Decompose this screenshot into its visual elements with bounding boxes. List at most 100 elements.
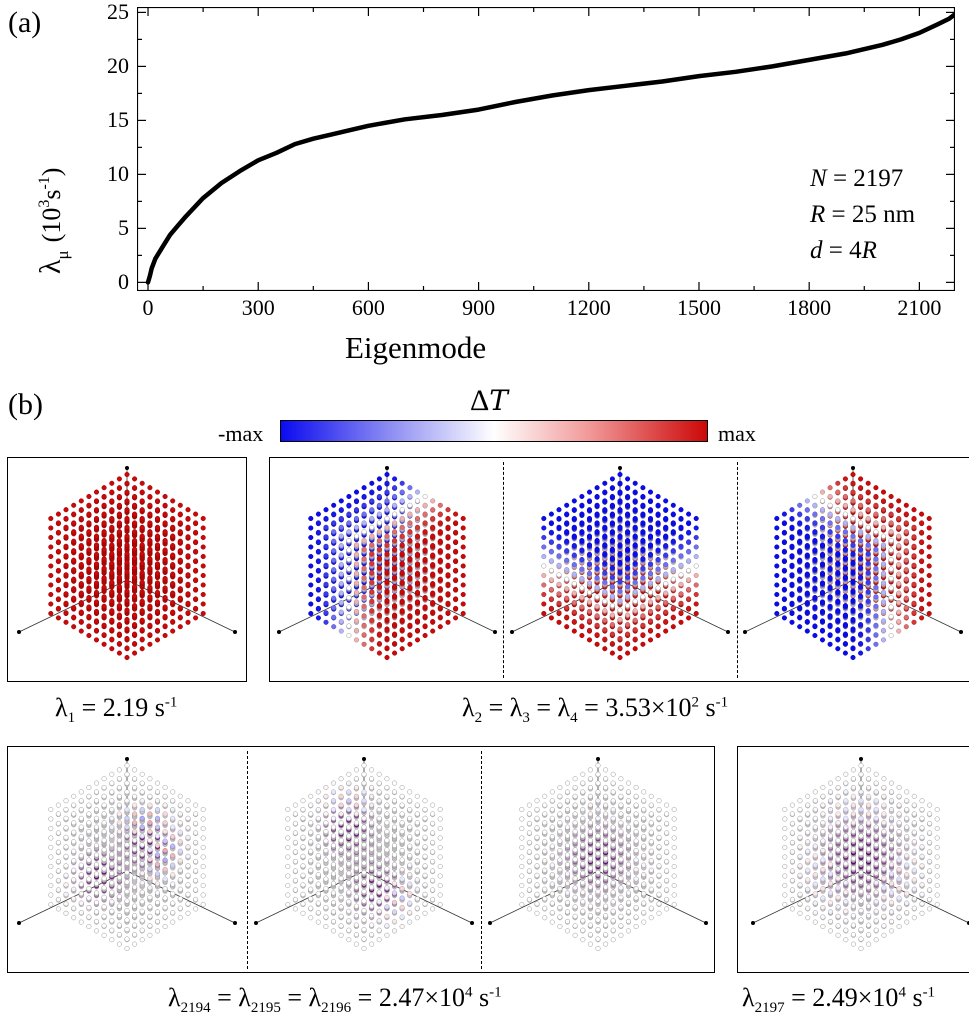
dipole-point [678, 600, 684, 606]
dipole-point [437, 557, 443, 563]
dipole-point [71, 520, 77, 526]
dipole-point [548, 605, 554, 611]
dipole-point [147, 622, 153, 628]
dipole-point [384, 489, 390, 495]
y-tick-label: 25 [107, 0, 129, 25]
dipole-point [338, 590, 344, 596]
dipole-point [170, 619, 176, 625]
dipole-point [154, 561, 161, 567]
dipole-point [63, 600, 69, 606]
dipole-point [594, 546, 600, 552]
dipole-point [78, 628, 84, 634]
dipole-point [361, 556, 367, 562]
colorbar-min-label: -max [218, 421, 264, 446]
dipole-point [109, 589, 115, 595]
dipole-point [392, 537, 398, 544]
dipole-point [858, 511, 864, 517]
dipole-point [422, 632, 428, 639]
dipole-point [147, 537, 153, 544]
dipole-point [48, 572, 54, 579]
dipole-point [63, 562, 69, 568]
dipole-point [86, 502, 92, 508]
dipole-point [369, 480, 375, 486]
ylabel-exp: 3 [36, 200, 53, 208]
dipole-point [640, 622, 646, 628]
dipole-point [571, 628, 577, 634]
dipole-point [640, 502, 646, 508]
dipole-point [541, 553, 547, 560]
dipole-point [308, 553, 314, 560]
dipole-point [579, 493, 585, 500]
ylabel-close: ) [37, 168, 66, 177]
dipole-point [78, 609, 84, 615]
dipole-point [888, 520, 894, 526]
dipole-point [331, 595, 337, 601]
dipole-point [865, 507, 871, 513]
dipole-point [86, 493, 92, 500]
dipole-point [670, 538, 676, 544]
dipole-point [116, 485, 122, 491]
dipole-point [48, 534, 54, 541]
dipole-point [399, 608, 405, 614]
dipole-point [132, 641, 138, 647]
dipole-point [71, 586, 77, 592]
dipole-point [579, 511, 585, 517]
dipole-point [625, 584, 631, 590]
dipole-point [407, 632, 413, 638]
dipole-point [361, 520, 367, 526]
dipole-point [177, 586, 183, 592]
dipole-point [78, 600, 84, 606]
dipole-point [376, 502, 382, 508]
dipole-point [445, 543, 451, 549]
dipole-point [460, 572, 466, 579]
mode-1-cube [17, 466, 237, 661]
ylabel-units: (10 [37, 208, 66, 243]
dipole-point [625, 502, 631, 508]
dipole-point [407, 594, 413, 600]
dipole-point [323, 600, 329, 606]
dipole-point [147, 502, 153, 508]
dipole-point [430, 581, 436, 587]
dipole-point [602, 489, 608, 495]
dipole-point [71, 511, 77, 517]
dipole-point [880, 489, 887, 495]
dipole-point [139, 627, 145, 633]
dipole-point [858, 485, 864, 491]
dipole-point [617, 616, 623, 623]
ylabel-sub: μ [53, 250, 72, 259]
dipole-point [170, 507, 176, 513]
dipole-point [453, 539, 459, 545]
dipole-point [594, 511, 600, 517]
dipole-point [571, 498, 577, 504]
dipole-point [185, 619, 191, 625]
dipole-point [346, 594, 352, 601]
dipole-point [926, 572, 932, 579]
dipole-point [655, 632, 661, 639]
dipole-point [376, 555, 382, 561]
dipole-point [86, 566, 92, 572]
dipole-point [422, 520, 428, 526]
dipole-point [147, 556, 153, 562]
dipole-point [594, 613, 600, 619]
dipole-point [376, 537, 382, 544]
dipole-point [609, 511, 615, 517]
dipole-point [617, 559, 623, 566]
dipole-point [86, 632, 92, 639]
dipole-point [384, 626, 390, 632]
dipole-point [437, 511, 443, 517]
dipole-point [647, 489, 654, 495]
dipole-point [369, 542, 375, 548]
dipole-point [124, 607, 130, 613]
dipole-point [407, 511, 413, 517]
dipole-point [124, 507, 130, 513]
dipole-point [407, 529, 413, 535]
dipole-point [132, 612, 138, 618]
dipole-point [602, 560, 608, 566]
dipole-point [926, 534, 932, 541]
dipole-point [392, 493, 398, 500]
dipole-point [594, 520, 600, 526]
dipole-point [445, 610, 451, 616]
dipole-point [338, 581, 344, 587]
dipole-point [323, 619, 329, 625]
dipole-point [353, 608, 360, 614]
